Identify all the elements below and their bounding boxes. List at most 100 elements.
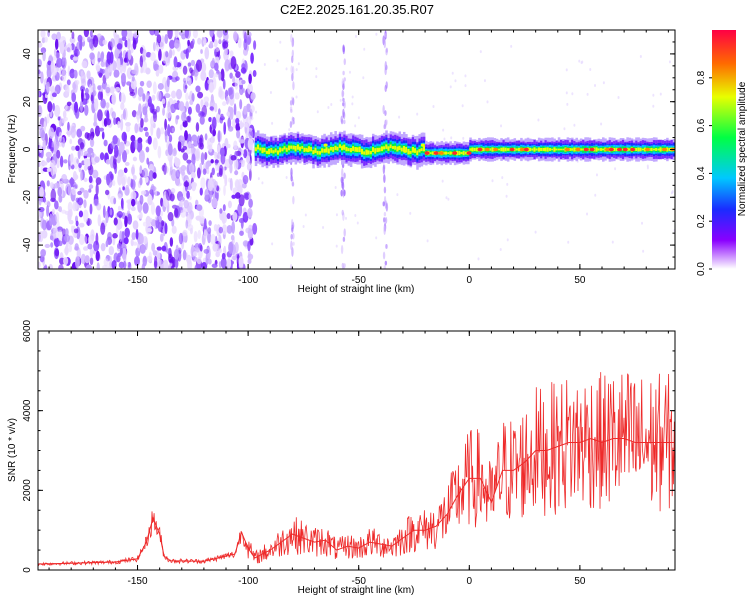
spectrogram-noise-cell xyxy=(238,256,244,268)
spectrogram-noise-cell xyxy=(178,232,184,245)
spectrogram-noise-cell xyxy=(88,175,93,184)
spectrogram-noise-cell xyxy=(123,260,127,269)
spectrogram-noise-cell xyxy=(145,227,153,233)
spectrogram-artifact-cell xyxy=(343,228,346,237)
spectrogram-peak-cell xyxy=(519,147,525,152)
spectrogram-noise-cell xyxy=(200,177,206,190)
spectrogram-noise-cell xyxy=(229,72,233,79)
spectrogram-band-cell xyxy=(402,146,406,152)
spectrogram-noise-cell xyxy=(169,156,173,168)
spectrogram-band-cell xyxy=(491,147,494,152)
spectrogram-noise-cell xyxy=(69,36,76,44)
spectrogram-noise-cell xyxy=(105,240,109,248)
spectrogram-noise-cell xyxy=(288,128,291,132)
spectrogram-noise-cell xyxy=(222,30,229,36)
spectrogram-noise-cell xyxy=(132,39,137,50)
spectrogram-peak-cell xyxy=(438,151,444,155)
spectrogram-noise-cell xyxy=(239,85,244,96)
spectrogram-noise-cell xyxy=(108,245,115,256)
spectrogram-noise-cell xyxy=(89,138,95,148)
spectrogram-band-cell xyxy=(374,148,377,154)
spectrogram-noise-cell xyxy=(97,85,102,91)
spectrogram-noise-cell xyxy=(102,39,107,46)
spectrogram-y-tick-label: -40 xyxy=(22,237,33,252)
spectrogram-band-cell xyxy=(555,148,559,151)
spectrogram-band-cell xyxy=(398,145,402,150)
spectrogram-noise-cell xyxy=(269,91,272,95)
spectrogram-noise-cell xyxy=(226,212,231,220)
spectrogram-band-cell xyxy=(256,144,260,150)
snr-x-tick-label: 50 xyxy=(574,576,586,587)
spectrogram-noise-cell xyxy=(426,239,429,243)
spectrogram-noise-cell xyxy=(115,224,119,235)
spectrogram-noise-cell xyxy=(142,202,149,214)
spectrogram-band-cell xyxy=(557,148,561,151)
spectrogram-noise-cell xyxy=(187,39,191,47)
spectrogram-noise-cell xyxy=(563,127,566,131)
spectrogram-noise-cell xyxy=(172,65,178,71)
spectrogram-x-tick-label: -100 xyxy=(238,275,258,286)
chart-title: C2E2.2025.161.20.35.R07 xyxy=(280,2,434,17)
spectrogram-noise-cell xyxy=(129,91,136,97)
spectrogram-noise-cell xyxy=(126,67,133,80)
spectrogram-noise-cell xyxy=(78,210,84,218)
colorbar-gradient xyxy=(712,30,736,269)
spectrogram-y-tick-label: -20 xyxy=(22,190,33,205)
spectrogram-noise-cell xyxy=(175,88,183,100)
spectrogram-noise-cell xyxy=(196,167,201,179)
spectrogram-band-cell xyxy=(354,146,357,152)
snr-y-label: SNR (10 * v/v) xyxy=(7,418,18,482)
spectrogram-noise-cell xyxy=(229,50,234,58)
spectrogram-noise-cell xyxy=(66,79,71,86)
spectrogram-band-cell xyxy=(442,151,446,155)
spectrogram-noise-cell xyxy=(221,211,228,224)
spectrogram-noise-cell xyxy=(76,158,79,164)
spectrogram-noise-cell xyxy=(375,32,378,36)
spectrogram-band-cell xyxy=(349,148,353,153)
spectrogram-noise-cell xyxy=(156,246,162,251)
spectrogram-artifact-cell xyxy=(384,200,388,209)
spectrogram-noise-cell xyxy=(409,211,412,215)
spectrogram-noise-cell xyxy=(211,116,217,130)
spectrogram-noise-cell xyxy=(152,41,156,52)
spectrogram-noise-cell xyxy=(89,257,94,266)
spectrogram-noise-cell xyxy=(200,99,204,108)
spectrogram-artifact-cell xyxy=(385,244,388,249)
spectrogram-noise-cell xyxy=(130,179,136,190)
spectrogram-artifact-cell xyxy=(382,201,385,207)
spectrogram-noise-cell xyxy=(247,251,251,258)
spectrogram-band-cell xyxy=(389,144,393,149)
spectrogram-band-cell xyxy=(303,147,306,153)
spectrogram-noise-cell xyxy=(91,151,95,158)
spectrogram-artifact-cell xyxy=(291,96,294,101)
spectrogram-noise-cell xyxy=(461,104,464,108)
spectrogram-noise-cell xyxy=(196,256,202,265)
spectrogram-artifact-cell xyxy=(291,224,294,232)
spectrogram-artifact-cell xyxy=(342,80,345,87)
spectrogram-noise-cell xyxy=(668,60,671,64)
spectrogram-noise-cell xyxy=(354,124,357,128)
spectrogram-noise-cell xyxy=(184,130,188,141)
spectrogram-artifact-cell xyxy=(290,218,294,229)
spectrogram-noise-cell xyxy=(199,137,203,143)
spectrogram-noise-cell xyxy=(92,83,96,93)
spectrogram-noise-cell xyxy=(142,221,147,227)
spectrogram-noise-cell xyxy=(245,103,252,113)
spectrogram-noise-cell xyxy=(197,37,202,45)
spectrogram-noise-cell xyxy=(171,225,177,234)
spectrogram-noise-cell xyxy=(203,227,208,240)
spectrogram-noise-cell xyxy=(189,162,195,174)
spectrogram-noise-cell xyxy=(116,43,123,50)
spectrogram-noise-cell xyxy=(611,240,614,244)
spectrogram-noise-cell xyxy=(232,249,237,261)
spectrogram-artifact-cell xyxy=(343,119,346,125)
spectrogram-noise-cell xyxy=(159,233,164,242)
spectrogram-noise-cell xyxy=(110,38,115,48)
spectrogram-noise-cell xyxy=(97,91,103,101)
spectrogram-noise-cell xyxy=(156,90,162,102)
spectrogram-noise-cell xyxy=(57,186,63,197)
spectrogram-noise-cell xyxy=(139,243,146,254)
spectrogram-noise-cell xyxy=(220,113,224,119)
spectrogram-noise-cell xyxy=(121,131,127,142)
spectrogram-noise-cell xyxy=(315,75,318,79)
